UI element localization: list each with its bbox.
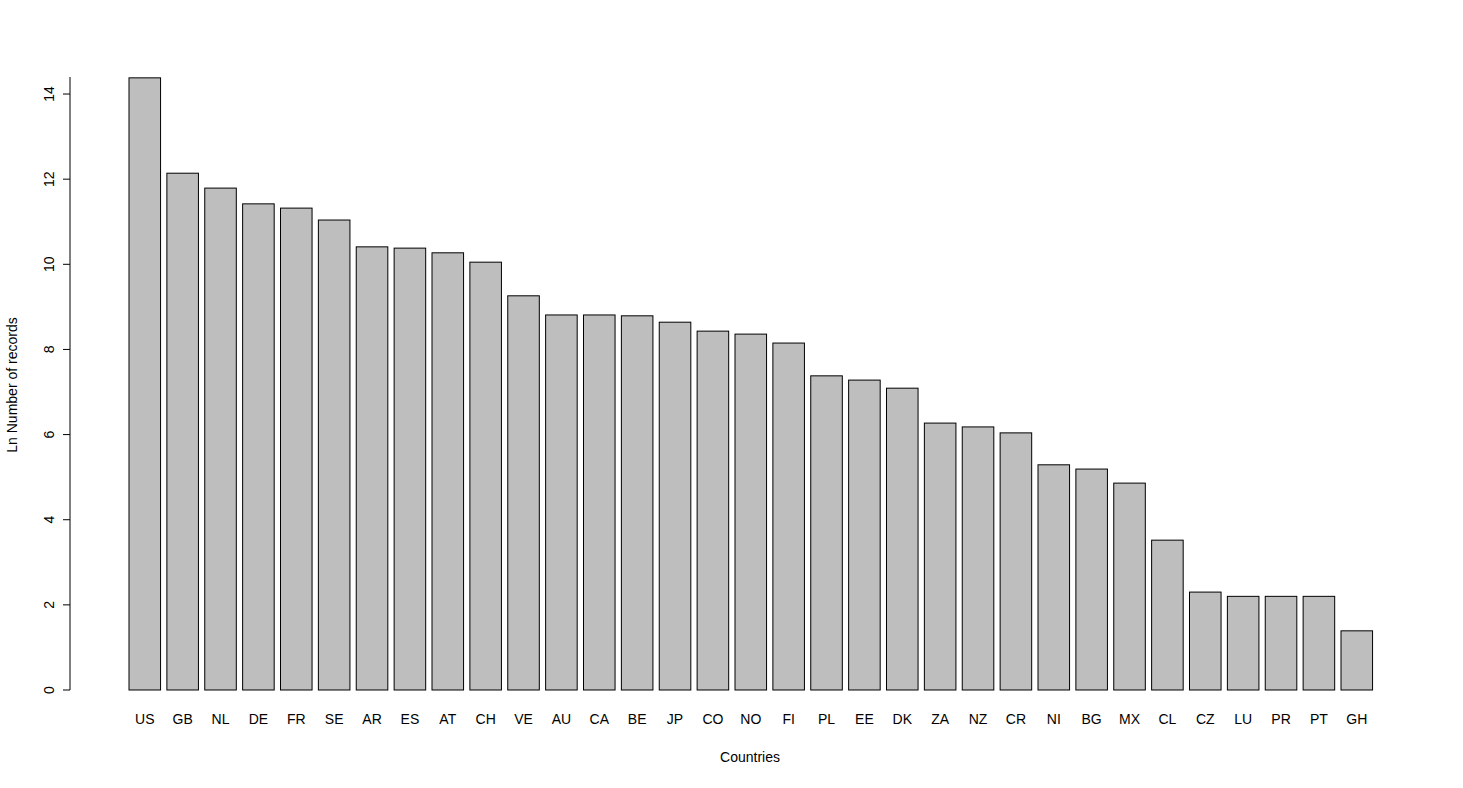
category-label: CL <box>1158 711 1176 727</box>
category-label: SE <box>325 711 344 727</box>
y-tick <box>63 434 70 435</box>
bar <box>1152 540 1184 690</box>
bar <box>356 247 388 690</box>
bar <box>546 315 578 690</box>
bar <box>697 331 729 690</box>
category-label: NL <box>212 711 230 727</box>
y-tick-label: 6 <box>41 430 57 438</box>
category-label: FR <box>287 711 306 727</box>
y-axis-label: Ln Number of records <box>4 317 20 452</box>
y-tick <box>63 264 70 265</box>
y-tick-label: 14 <box>41 86 57 102</box>
bar <box>584 315 616 690</box>
category-label: CA <box>590 711 610 727</box>
category-label: AR <box>362 711 381 727</box>
bars <box>129 78 1373 690</box>
bar <box>1227 596 1259 690</box>
category-label: JP <box>667 711 683 727</box>
category-label: PT <box>1310 711 1328 727</box>
bar <box>1190 592 1222 690</box>
category-label: EE <box>855 711 874 727</box>
category-label: AU <box>552 711 571 727</box>
y-axis-line <box>70 77 71 690</box>
chart: US GB NL DE FR SE AR ES AT CH VE AU CA BE JP CO NO FI PL EE… <box>0 0 1463 788</box>
bar <box>1114 483 1146 690</box>
chart-root: US GB NL DE FR SE AR ES AT CH VE AU CA BE JP CO NO FI PL EE… <box>0 0 1463 788</box>
y-tick <box>63 179 70 180</box>
bar <box>129 78 161 690</box>
category-label: DK <box>893 711 913 727</box>
category-label: GB <box>173 711 193 727</box>
bar <box>1341 631 1373 690</box>
bar <box>924 423 956 690</box>
y-tick-label: 2 <box>41 601 57 609</box>
category-label: PL <box>818 711 835 727</box>
category-label: FI <box>782 711 794 727</box>
bar <box>887 388 919 690</box>
bar <box>659 322 691 690</box>
bar <box>394 248 426 690</box>
category-label: CZ <box>1196 711 1215 727</box>
bar <box>962 427 994 690</box>
bar <box>243 204 275 690</box>
bar <box>1038 465 1070 690</box>
bar <box>849 380 881 690</box>
category-label: BE <box>628 711 647 727</box>
y-tick-label: 12 <box>41 171 57 187</box>
y-tick-label: 0 <box>41 686 57 694</box>
category-label: ZA <box>931 711 950 727</box>
category-label: ES <box>401 711 420 727</box>
category-label: CH <box>476 711 496 727</box>
y-tick <box>63 690 70 691</box>
y-tick-label: 8 <box>41 345 57 353</box>
bar <box>167 173 199 690</box>
category-label: DE <box>249 711 268 727</box>
y-tick <box>63 519 70 520</box>
category-label: NI <box>1047 711 1061 727</box>
category-label: CO <box>702 711 723 727</box>
bar <box>1265 596 1297 690</box>
bar <box>1303 596 1335 690</box>
bar <box>1076 469 1108 690</box>
category-label: MX <box>1119 711 1141 727</box>
category-label: CR <box>1006 711 1026 727</box>
category-label: AT <box>439 711 456 727</box>
bar <box>735 334 767 690</box>
bar <box>811 376 843 690</box>
y-tick-label: 4 <box>41 516 57 524</box>
bar <box>773 343 805 690</box>
category-label: PR <box>1271 711 1290 727</box>
category-label: GH <box>1346 711 1367 727</box>
category-label: VE <box>514 711 533 727</box>
bar <box>318 220 350 690</box>
category-label: NO <box>740 711 761 727</box>
y-tick <box>63 94 70 95</box>
bar <box>281 208 313 690</box>
bar <box>205 188 237 690</box>
bar <box>470 262 502 690</box>
category-label: US <box>135 711 154 727</box>
y-tick-label: 10 <box>41 256 57 272</box>
y-tick <box>63 604 70 605</box>
y-tick <box>63 349 70 350</box>
bar <box>432 253 464 690</box>
category-label: LU <box>1234 711 1252 727</box>
category-label: BG <box>1082 711 1102 727</box>
bar <box>1000 433 1032 690</box>
bar <box>508 296 540 690</box>
category-label: NZ <box>969 711 988 727</box>
bar <box>621 316 653 690</box>
x-axis-label: Countries <box>720 749 780 765</box>
